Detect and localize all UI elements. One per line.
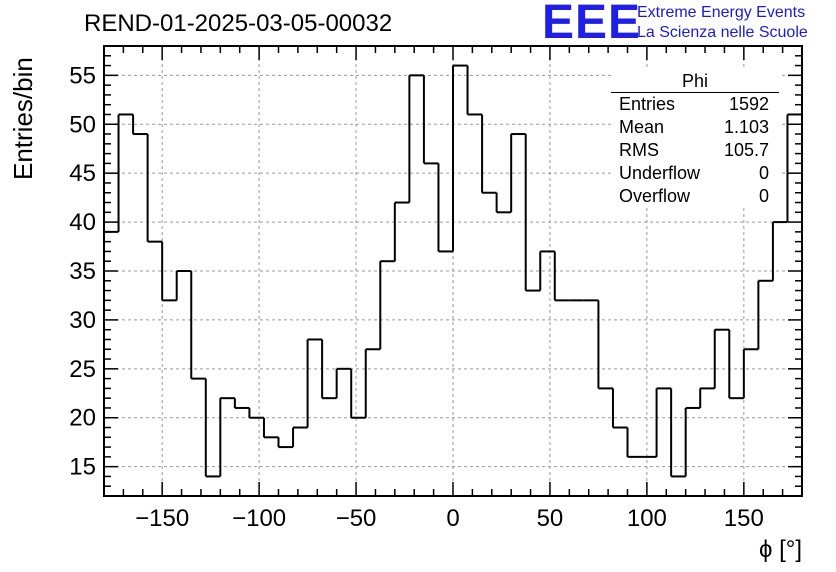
stats-label: Overflow bbox=[619, 186, 691, 206]
y-tick-label: 45 bbox=[69, 160, 96, 187]
stats-value: 105.7 bbox=[723, 140, 769, 160]
eee-logo-line1: Extreme Energy Events bbox=[637, 4, 806, 21]
x-tick-label: −100 bbox=[232, 505, 286, 532]
x-tick-label: 0 bbox=[446, 505, 459, 532]
x-axis-label: ϕ [°] bbox=[758, 536, 802, 563]
stats-box: Phi Entries 1592 Mean 1.103 RMS 105.7 Under… bbox=[611, 70, 779, 208]
y-tick-label: 35 bbox=[69, 258, 96, 285]
x-tick-label: 150 bbox=[724, 505, 764, 532]
stats-value: 0 bbox=[758, 163, 769, 183]
stats-row-rms: RMS 105.7 bbox=[611, 139, 779, 162]
x-tick-label: 50 bbox=[537, 505, 564, 532]
stats-row-entries: Entries 1592 bbox=[611, 93, 779, 116]
eee-logo: EEE bbox=[542, 0, 642, 49]
stats-row-overflow: Overflow 0 bbox=[611, 185, 779, 208]
chart-title: REND-01-2025-03-05-00032 bbox=[84, 10, 393, 37]
stats-title: Phi bbox=[611, 70, 779, 93]
stats-value: 0 bbox=[758, 186, 769, 206]
y-tick-label: 40 bbox=[69, 209, 96, 236]
y-axis-label: Entries/bin bbox=[8, 57, 38, 180]
x-tick-label: 100 bbox=[627, 505, 667, 532]
y-tick-label: 50 bbox=[69, 111, 96, 138]
stats-label: Underflow bbox=[619, 163, 701, 183]
stats-row-mean: Mean 1.103 bbox=[611, 116, 779, 139]
x-tick-label: −150 bbox=[135, 505, 189, 532]
stats-value: 1592 bbox=[728, 94, 769, 114]
y-tick-label: 20 bbox=[69, 405, 96, 432]
stats-row-underflow: Underflow 0 bbox=[611, 162, 779, 185]
y-tick-label: 15 bbox=[69, 454, 96, 481]
eee-logo-caption: Extreme Energy Events La Scienza nelle S… bbox=[637, 3, 808, 43]
stats-label: RMS bbox=[619, 140, 659, 160]
y-tick-label: 55 bbox=[69, 62, 96, 89]
stats-label: Entries bbox=[619, 94, 676, 114]
stats-value: 1.103 bbox=[723, 117, 769, 137]
y-tick-label: 30 bbox=[69, 307, 96, 334]
y-tick-label: 25 bbox=[69, 356, 96, 383]
stats-label: Mean bbox=[619, 117, 665, 137]
x-tick-label: −50 bbox=[336, 505, 377, 532]
eee-logo-line2: La Scienza nelle Scuole bbox=[637, 24, 808, 41]
